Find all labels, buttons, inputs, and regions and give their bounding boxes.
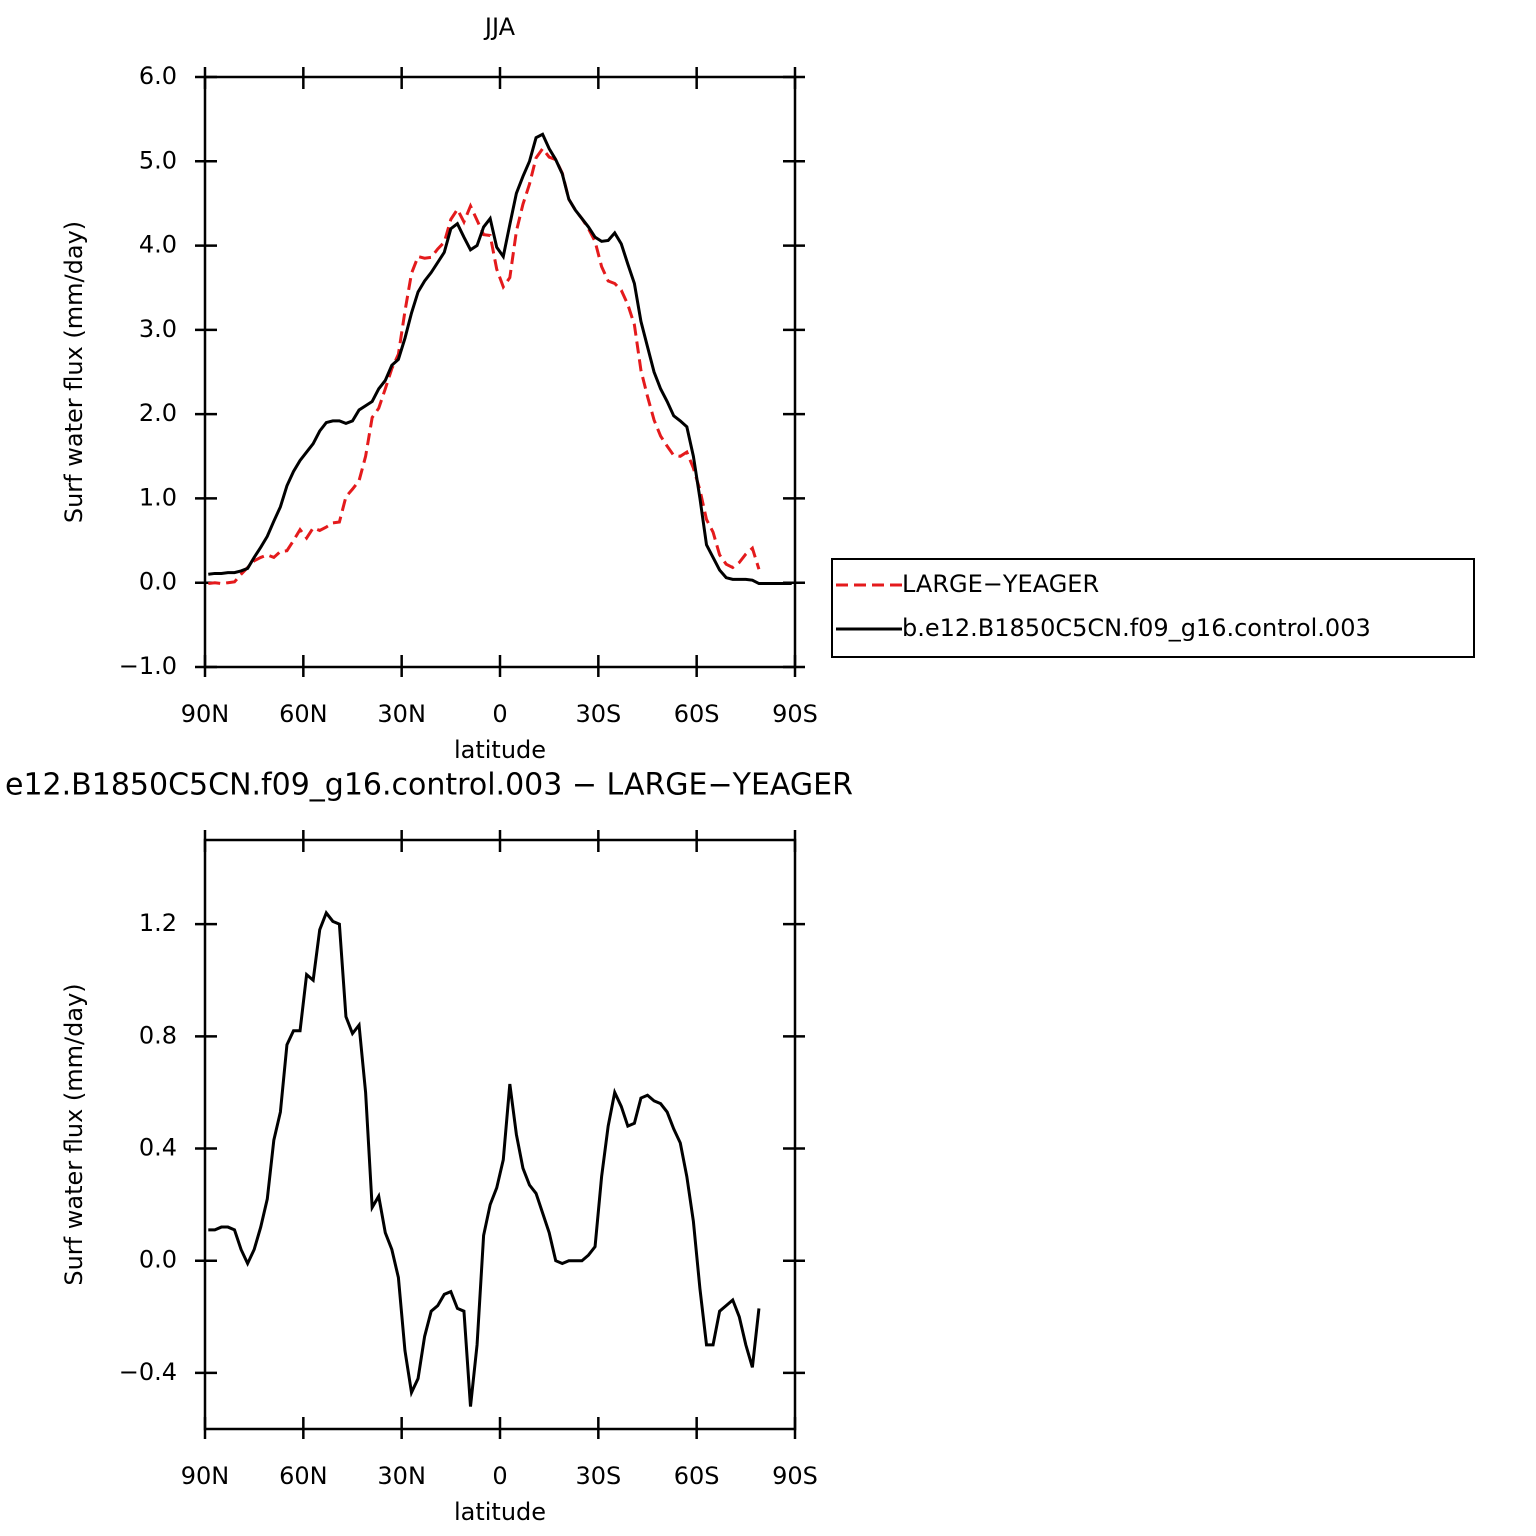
- x-tick-label: 60N: [279, 1462, 328, 1490]
- y-tick-label: 0.0: [139, 568, 177, 596]
- x-tick-label: 60N: [279, 700, 328, 728]
- x-tick-label: 90N: [181, 700, 230, 728]
- data-line: [208, 146, 761, 586]
- y-tick-label: 0.4: [139, 1134, 177, 1162]
- legend-box: [831, 558, 1475, 658]
- x-axis-label: latitude: [454, 1498, 546, 1526]
- y-tick-label: 0.8: [139, 1021, 177, 1049]
- y-tick-label: −1.0: [119, 652, 177, 680]
- y-tick-label: 4.0: [139, 231, 177, 259]
- x-tick-label: 0: [492, 1462, 507, 1490]
- y-tick-label: 1.2: [139, 909, 177, 937]
- y-tick-label: 1.0: [139, 483, 177, 511]
- y-tick-label: −0.4: [119, 1358, 177, 1386]
- y-axis-label: Surf water flux (mm/day): [60, 221, 88, 523]
- x-tick-label: 90S: [772, 1462, 818, 1490]
- x-tick-label: 90N: [181, 1462, 230, 1490]
- plot-frame: [203, 838, 797, 1431]
- x-tick-label: 30S: [575, 700, 621, 728]
- x-tick-label: 60S: [674, 1462, 720, 1490]
- chart-title: e12.B1850C5CN.f09_g16.control.003 − LARG…: [5, 768, 853, 803]
- x-tick-label: 30N: [377, 1462, 426, 1490]
- data-line: [208, 132, 792, 586]
- data-line: [208, 909, 761, 1407]
- x-tick-label: 30S: [575, 1462, 621, 1490]
- y-tick-label: 6.0: [139, 62, 177, 90]
- y-tick-label: 5.0: [139, 146, 177, 174]
- x-axis-label: latitude: [454, 736, 546, 764]
- y-axis-label: Surf water flux (mm/day): [60, 983, 88, 1285]
- legend-label: b.e12.B1850C5CN.f09_g16.control.003: [902, 614, 1371, 642]
- x-tick-label: 60S: [674, 700, 720, 728]
- y-tick-label: 0.0: [139, 1246, 177, 1274]
- y-tick-label: 3.0: [139, 315, 177, 343]
- legend-label: LARGE−YEAGER: [902, 570, 1099, 598]
- x-tick-label: 90S: [772, 700, 818, 728]
- y-tick-label: 2.0: [139, 399, 177, 427]
- x-tick-label: 30N: [377, 700, 426, 728]
- plot-frame: [203, 75, 797, 669]
- chart-title: JJA: [483, 13, 516, 41]
- x-tick-label: 0: [492, 700, 507, 728]
